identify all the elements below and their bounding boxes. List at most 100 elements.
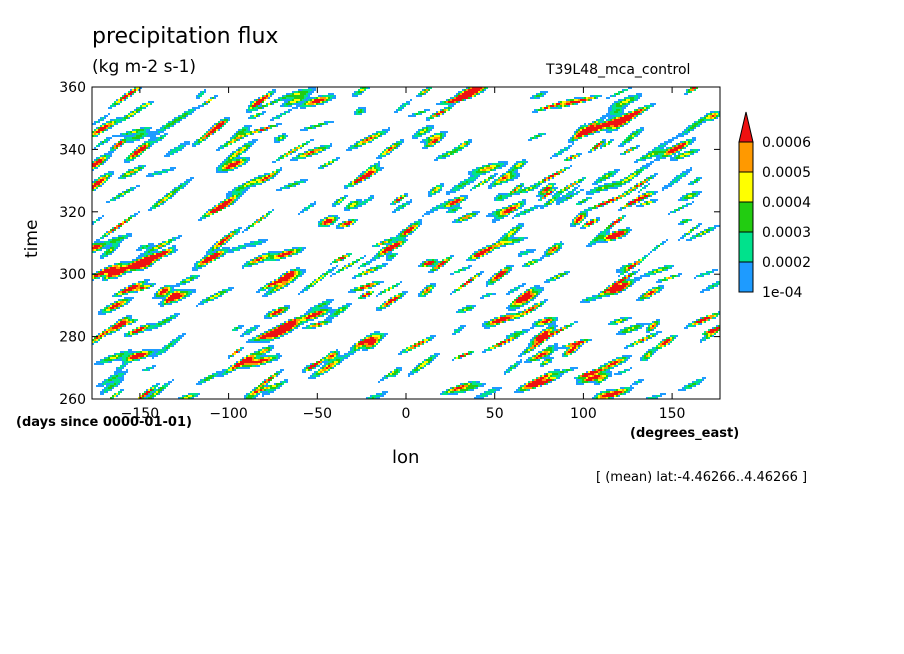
contour-cell xyxy=(360,87,362,89)
contour-cell xyxy=(350,147,354,149)
contour-cell xyxy=(688,125,690,127)
contour-cell xyxy=(116,147,118,149)
contour-cell xyxy=(502,177,506,179)
contour-cell xyxy=(590,95,594,97)
contour-cell xyxy=(428,261,434,263)
contour-cell xyxy=(294,157,304,159)
contour-cell xyxy=(214,97,216,99)
contour-cell xyxy=(370,141,372,143)
contour-cell xyxy=(426,91,428,93)
contour-cell xyxy=(430,269,432,271)
contour-cell xyxy=(686,193,688,195)
contour-cell xyxy=(262,241,266,243)
contour-cell xyxy=(208,133,210,135)
contour-cell xyxy=(134,149,136,151)
contour-cell xyxy=(494,215,498,217)
contour-cell xyxy=(100,183,102,185)
contour-cell xyxy=(590,191,596,193)
contour-cell xyxy=(478,169,480,171)
contour-cell xyxy=(460,183,462,185)
contour-cell xyxy=(428,271,434,273)
contour-cell xyxy=(418,133,422,135)
contour-cell xyxy=(356,219,358,221)
contour-cell xyxy=(434,159,438,161)
contour-cell xyxy=(584,135,586,137)
contour-cell xyxy=(296,181,304,183)
contour-cell xyxy=(490,277,492,279)
contour-cell xyxy=(504,173,506,175)
contour-cell xyxy=(700,119,704,121)
contour-cell xyxy=(436,191,438,193)
contour-cell xyxy=(210,247,212,249)
contour-cell xyxy=(290,151,292,153)
contour-cell xyxy=(468,183,470,185)
contour-cell xyxy=(292,93,294,95)
contour-cell xyxy=(320,225,328,227)
contour-cell xyxy=(532,207,536,209)
contour-cell xyxy=(116,123,118,125)
contour-cell xyxy=(458,221,462,223)
contour-cell xyxy=(692,129,694,131)
contour-cell xyxy=(656,269,658,271)
contour-cell xyxy=(494,211,496,213)
contour-cell xyxy=(708,231,710,233)
contour-cell xyxy=(624,289,626,291)
contour-cell xyxy=(376,133,378,135)
contour-cell xyxy=(434,135,440,137)
contour-cell xyxy=(108,267,110,269)
contour-cell xyxy=(120,99,122,101)
contour-cell xyxy=(638,133,640,135)
contour-cell xyxy=(576,223,578,225)
contour-cell xyxy=(104,173,106,175)
contour-cell xyxy=(566,105,568,107)
contour-cell xyxy=(382,247,384,249)
contour-cell xyxy=(152,173,158,175)
contour-cell xyxy=(184,279,186,281)
contour-cell xyxy=(370,259,376,261)
contour-cell xyxy=(148,133,160,135)
contour-cell xyxy=(138,155,140,157)
contour-cell xyxy=(292,151,294,153)
contour-cell xyxy=(646,191,648,193)
contour-cell xyxy=(442,157,446,159)
contour-cell xyxy=(308,91,310,93)
contour-cell xyxy=(154,171,158,173)
contour-cell xyxy=(638,95,642,97)
contour-cell xyxy=(312,125,314,127)
contour-cell xyxy=(540,197,542,199)
contour-cell xyxy=(446,153,448,155)
contour-cell xyxy=(520,165,522,167)
contour-cell xyxy=(642,203,646,205)
contour-cell xyxy=(688,129,690,131)
contour-cell xyxy=(248,109,256,111)
contour-cell xyxy=(270,281,272,283)
contour-cell xyxy=(516,215,518,217)
contour-cell xyxy=(694,277,696,279)
contour-cell xyxy=(548,191,550,193)
contour-cell xyxy=(360,177,366,179)
contour-cell xyxy=(482,247,484,249)
contour-cell xyxy=(144,279,150,281)
contour-cell xyxy=(440,101,442,103)
contour-cell xyxy=(582,129,598,131)
contour-cell xyxy=(116,99,118,101)
contour-cell xyxy=(164,245,166,247)
contour-cell xyxy=(636,145,640,147)
contour-cell xyxy=(638,201,640,203)
contour-cell xyxy=(236,149,238,151)
contour-cell xyxy=(212,209,220,211)
contour-cell xyxy=(222,237,224,239)
contour-cell xyxy=(614,231,616,233)
contour-cell xyxy=(374,173,376,175)
contour-cell xyxy=(506,173,510,175)
contour-cell xyxy=(170,167,176,169)
contour-cell xyxy=(582,217,584,219)
contour-cell xyxy=(460,199,462,201)
contour-cell xyxy=(456,93,458,95)
contour-cell xyxy=(700,123,702,125)
contour-cell xyxy=(96,179,98,181)
contour-cell xyxy=(586,223,592,225)
contour-cell xyxy=(374,137,376,139)
contour-cell xyxy=(168,253,170,255)
contour-cell xyxy=(170,151,176,153)
